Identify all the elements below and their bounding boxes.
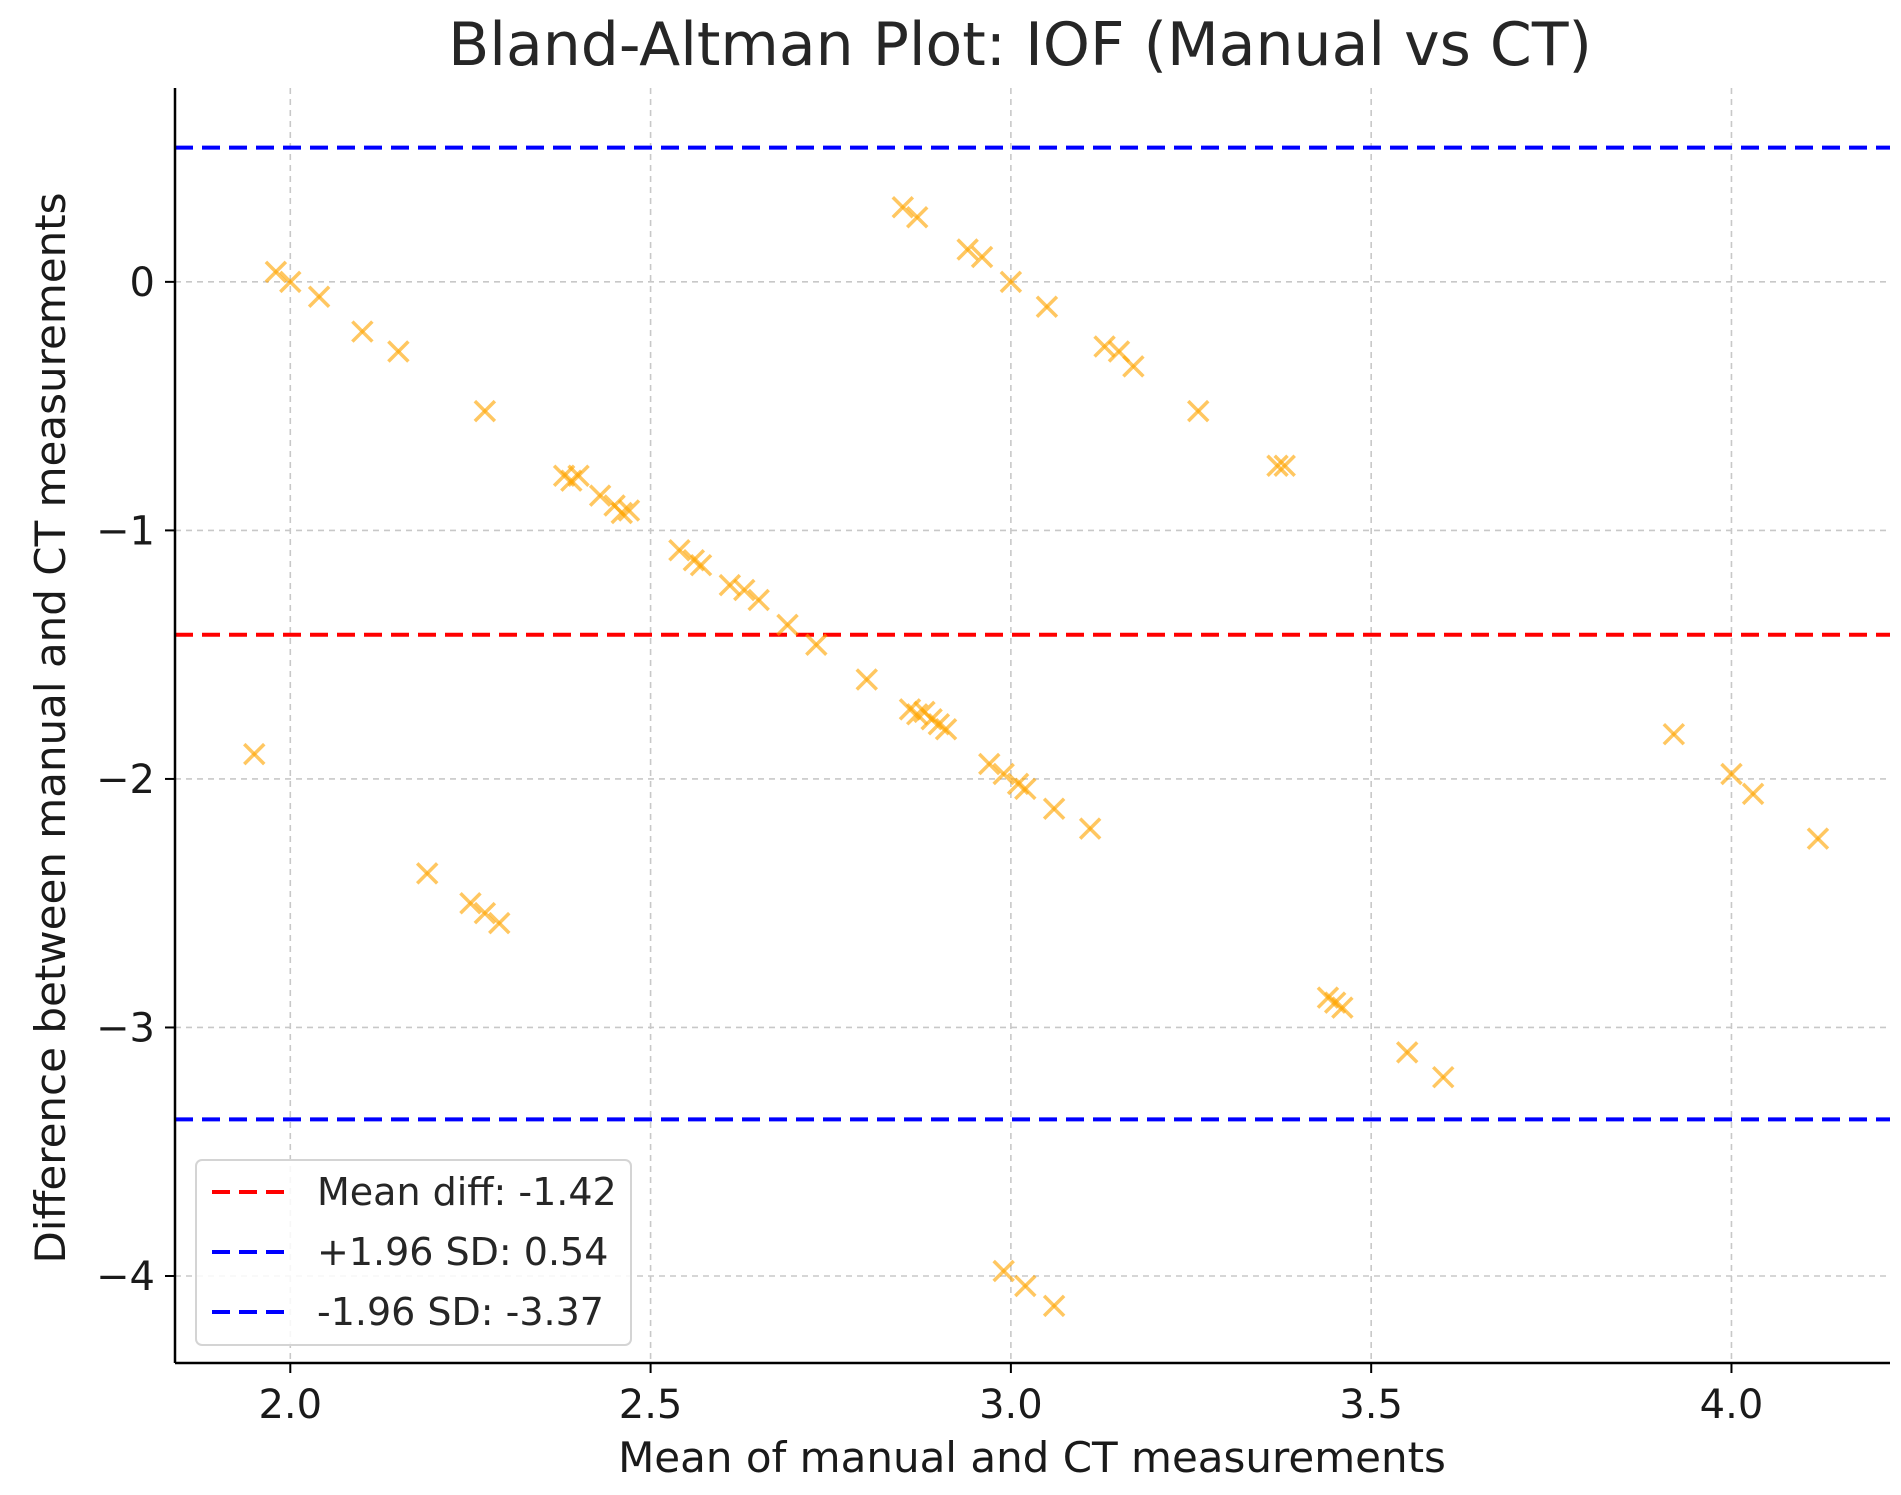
data-point [1014,777,1037,801]
data-point [934,717,958,741]
data-point [1035,295,1059,318]
data-point [617,499,641,522]
data-point [956,238,979,261]
data-point [747,588,770,612]
data-point [1273,454,1296,478]
y-tick-label: −2 [96,757,155,803]
y-tick-label: −1 [96,508,155,554]
data-point [1395,1041,1419,1064]
data-point [1266,454,1289,478]
data-point [1431,1065,1455,1089]
data-point [243,742,266,766]
data-point [588,484,612,507]
data-point [668,539,691,562]
data-point [279,270,302,294]
data-point [776,613,799,637]
data-point [992,1259,1015,1283]
data-point [978,752,1001,776]
y-axis-label: Difference between manual and CT measure… [26,192,75,1263]
data-point [488,911,511,935]
data-point [1720,762,1743,786]
data-points [243,196,1830,1318]
x-axis-ticks: 2.0 2.5 3.0 3.5 4.0 [258,1363,1763,1428]
x-tick-label: 4.0 [1700,1382,1764,1428]
y-tick-label: 0 [130,260,155,306]
data-point [855,668,879,691]
data-point [992,762,1015,786]
data-point [387,340,410,363]
data-point [718,573,742,597]
legend-box [195,1159,632,1346]
chart-title: Bland-Altman Plot: IOF (Manual vs CT) [448,10,1592,80]
data-point [567,464,590,487]
data-point [1186,399,1210,423]
data-point [805,633,828,656]
data-point [1042,797,1066,820]
x-tick-label: 3.0 [979,1382,1043,1428]
data-point [473,901,497,925]
reference-lines [175,145,1890,1122]
data-point [1078,817,1102,840]
data-point [351,320,374,343]
data-point [689,553,713,577]
data-point [1662,722,1686,746]
x-tick-label: 3.5 [1339,1382,1403,1428]
y-axis-ticks: 0 −1 −2 −3 −4 [96,260,175,1300]
legend: Mean diff: -1.42 +1.96 SD: 0.54 -1.96 SD: … [195,1159,632,1346]
data-point [891,196,915,219]
y-tick-label: −4 [96,1254,155,1300]
legend-label-2: -1.96 SD: -3.37 [317,1290,604,1334]
data-point [264,260,288,284]
data-point [905,206,929,229]
data-point [905,703,929,726]
y-tick-label: −3 [96,1005,155,1051]
data-point [610,501,634,525]
legend-label-1: +1.96 SD: 0.54 [317,1230,608,1274]
x-tick-label: 2.5 [619,1382,683,1428]
data-point [1806,827,1830,850]
data-point [999,270,1023,294]
data-point [1042,1294,1066,1318]
data-point [1741,782,1765,806]
data-point [459,891,482,915]
data-point [1093,335,1116,358]
data-point [1014,1274,1037,1298]
data-point [1331,996,1354,1019]
data-point [473,399,497,423]
x-tick-label: 2.0 [258,1382,322,1428]
x-axis-label: Mean of manual and CT measurements [618,1433,1446,1482]
grid-lines [175,88,1890,1363]
legend-label-0: Mean diff: -1.42 [317,1170,617,1214]
data-point [307,285,331,309]
data-point [970,245,994,269]
data-point [415,862,439,885]
data-point [733,578,756,602]
data-point [1122,355,1145,378]
